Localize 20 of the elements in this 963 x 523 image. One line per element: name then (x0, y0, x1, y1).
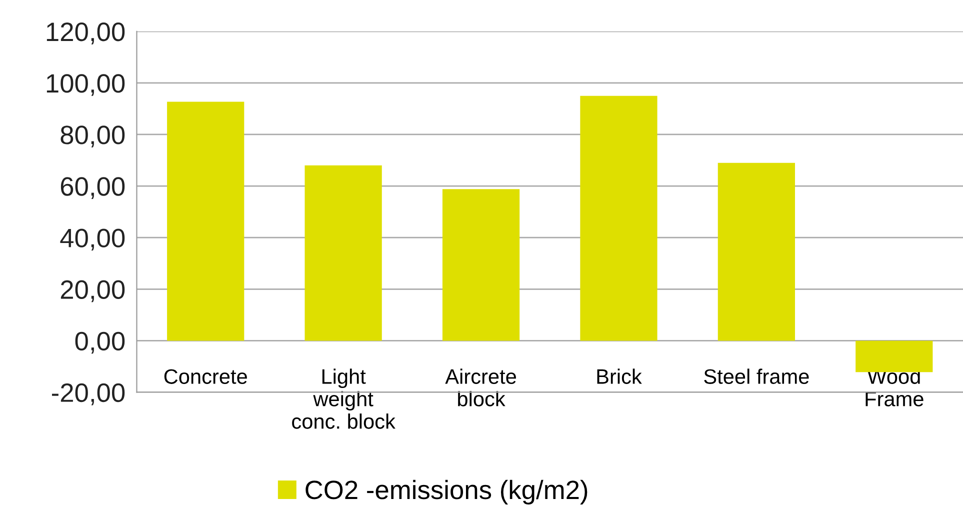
x-tick-label: Aircrete block (445, 368, 516, 406)
bar (856, 340, 933, 372)
x-tick-label: Light weight conc. block (292, 368, 396, 429)
bar (718, 162, 795, 341)
y-tick-label: 80,00 (60, 126, 125, 148)
y-tick-label: 120,00 (46, 22, 125, 44)
y-tick-label: 40,00 (60, 228, 125, 251)
y-tick-label: -20,00 (52, 383, 125, 406)
legend-label: CO2 -emissions (kg/m2) (306, 480, 588, 504)
x-tick-label: Brick (597, 368, 642, 384)
x-tick-label: Steel frame (704, 368, 809, 384)
bar (304, 165, 382, 341)
y-tick-label: 0,00 (75, 332, 125, 354)
bar (580, 96, 658, 341)
y-tick-label: 60,00 (60, 177, 125, 199)
y-tick-label: 100,00 (46, 74, 125, 96)
x-tick-label: Concrete (164, 369, 247, 384)
bar (442, 189, 520, 341)
y-tick-label: 20,00 (60, 280, 125, 302)
bar (167, 102, 244, 341)
